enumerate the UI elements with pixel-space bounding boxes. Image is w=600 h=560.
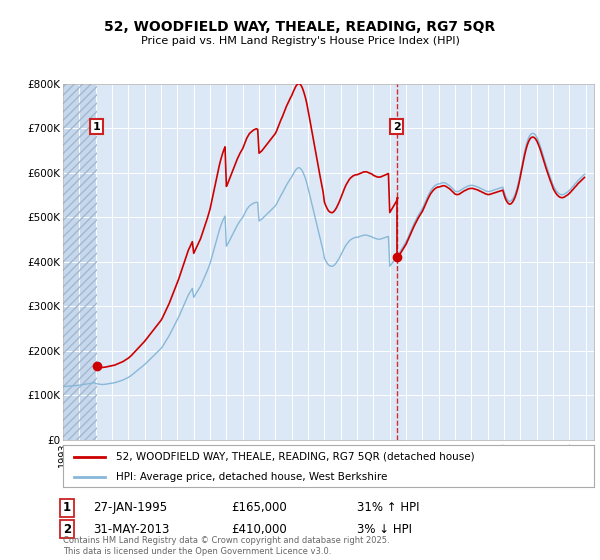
Text: Price paid vs. HM Land Registry's House Price Index (HPI): Price paid vs. HM Land Registry's House …	[140, 36, 460, 46]
Bar	[63, 84, 97, 440]
Text: HPI: Average price, detached house, West Berkshire: HPI: Average price, detached house, West…	[116, 472, 388, 482]
Text: 31-MAY-2013: 31-MAY-2013	[93, 522, 169, 536]
Text: 2: 2	[393, 122, 401, 132]
Text: 1: 1	[93, 122, 101, 132]
Text: 31% ↑ HPI: 31% ↑ HPI	[357, 501, 419, 515]
Text: Contains HM Land Registry data © Crown copyright and database right 2025.
This d: Contains HM Land Registry data © Crown c…	[63, 536, 389, 556]
Text: 3% ↓ HPI: 3% ↓ HPI	[357, 522, 412, 536]
Text: 52, WOODFIELD WAY, THEALE, READING, RG7 5QR: 52, WOODFIELD WAY, THEALE, READING, RG7 …	[104, 20, 496, 34]
Text: £165,000: £165,000	[231, 501, 287, 515]
Text: £410,000: £410,000	[231, 522, 287, 536]
Text: 1: 1	[63, 501, 71, 515]
Text: 27-JAN-1995: 27-JAN-1995	[93, 501, 167, 515]
Bar	[63, 84, 97, 440]
Text: 52, WOODFIELD WAY, THEALE, READING, RG7 5QR (detached house): 52, WOODFIELD WAY, THEALE, READING, RG7 …	[116, 452, 475, 462]
Text: 2: 2	[63, 522, 71, 536]
